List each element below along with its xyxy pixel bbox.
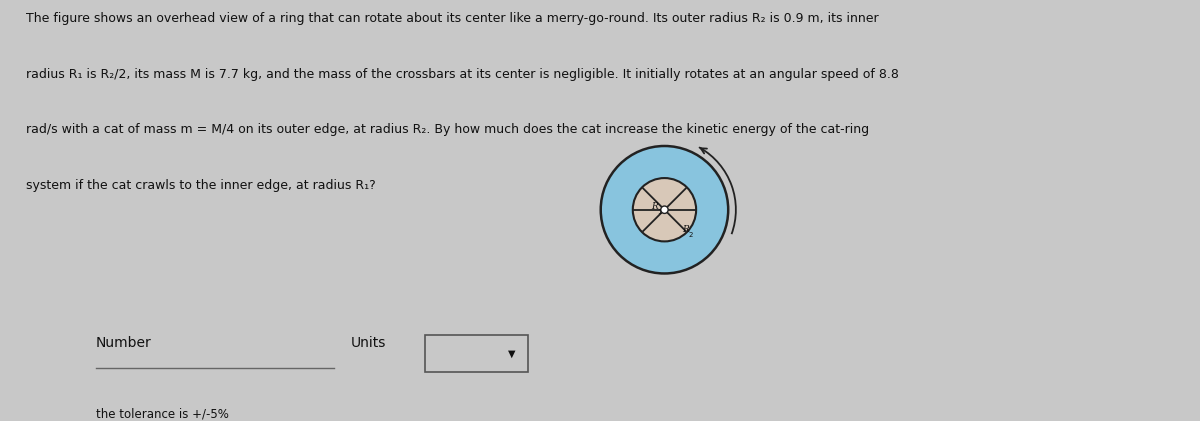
Text: 2: 2 (689, 232, 694, 238)
Circle shape (601, 146, 728, 274)
Circle shape (632, 178, 696, 241)
Text: Number: Number (96, 336, 151, 349)
Text: the tolerance is +/-5%: the tolerance is +/-5% (96, 407, 229, 420)
Bar (425, 335, 528, 372)
Text: 1: 1 (658, 209, 661, 215)
Text: rad/s with a cat of mass m = M/4 on its outer edge, at radius R₂. By how much do: rad/s with a cat of mass m = M/4 on its … (25, 123, 869, 136)
Circle shape (661, 206, 668, 213)
Text: ▼: ▼ (508, 349, 515, 359)
Text: The figure shows an overhead view of a ring that can rotate about its center lik: The figure shows an overhead view of a r… (25, 12, 878, 25)
Text: R: R (683, 225, 689, 234)
Text: Units: Units (350, 336, 386, 349)
Text: system if the cat crawls to the inner edge, at radius R₁?: system if the cat crawls to the inner ed… (25, 179, 376, 192)
Text: radius R₁ is R₂/2, its mass M is 7.7 kg, and the mass of the crossbars at its ce: radius R₁ is R₂/2, its mass M is 7.7 kg,… (25, 68, 899, 81)
Text: R: R (650, 202, 658, 211)
